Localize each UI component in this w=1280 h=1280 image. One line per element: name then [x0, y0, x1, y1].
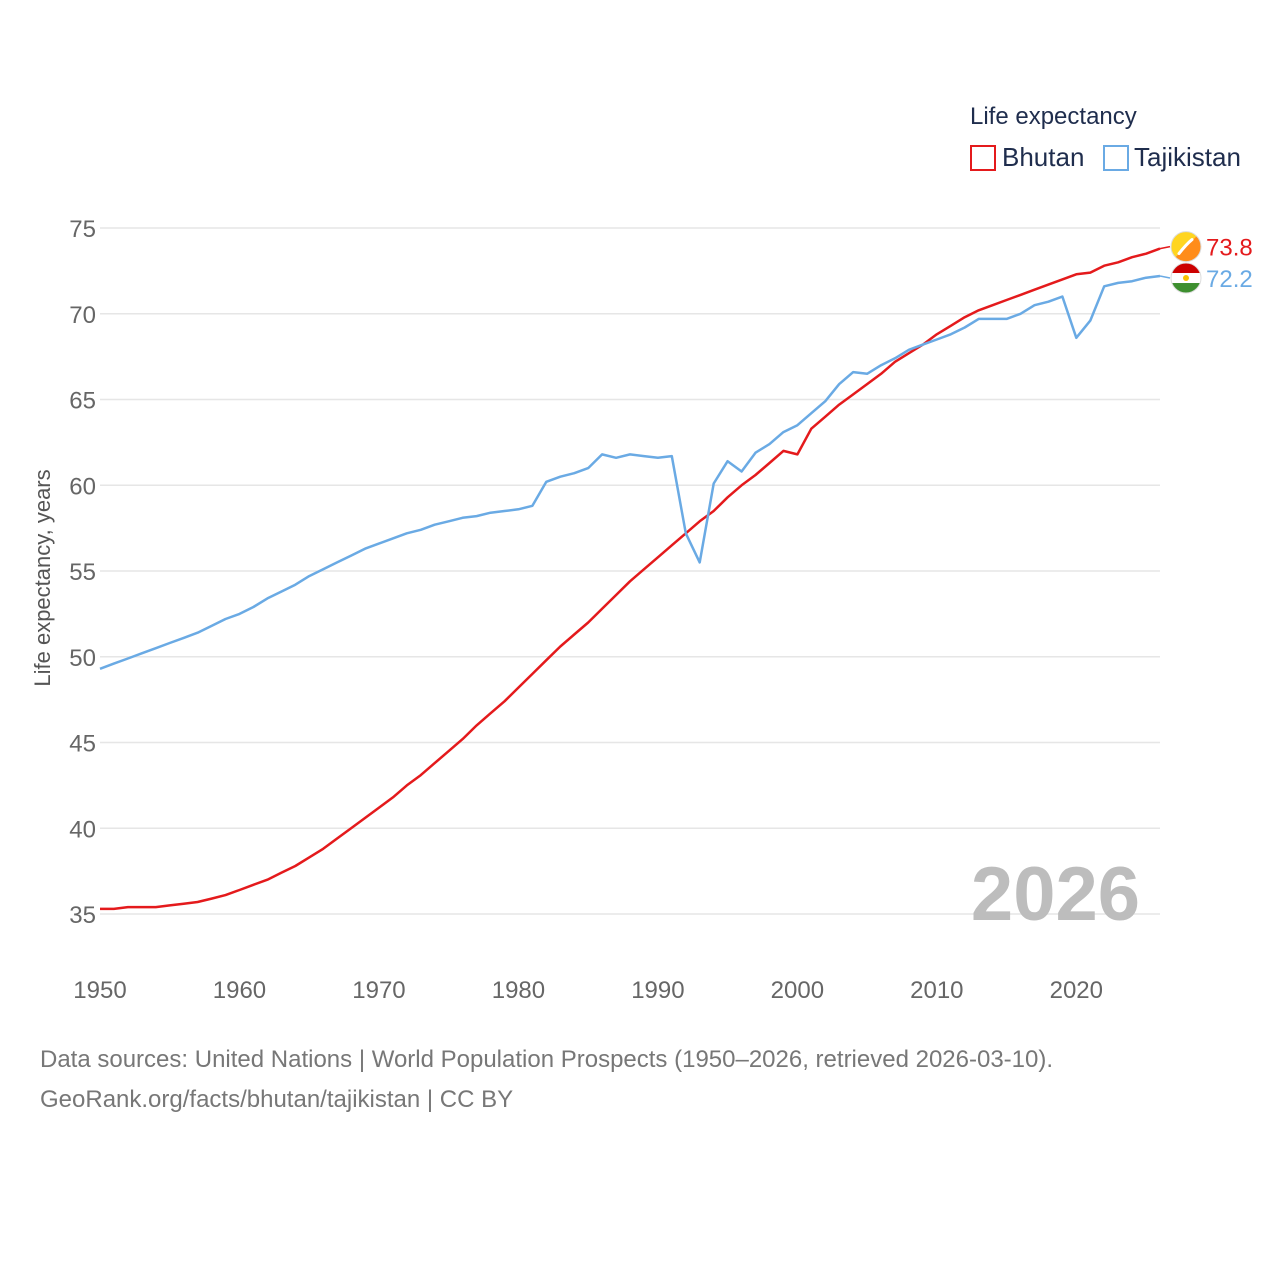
end-connector-bhutan: [1159, 245, 1171, 250]
y-tick-label-50: 50: [69, 645, 96, 672]
source-link[interactable]: GeoRank.org/facts/bhutan/tajikistan | CC…: [40, 1086, 514, 1113]
y-tick-label-40: 40: [69, 816, 96, 843]
y-tick-label-60: 60: [69, 473, 96, 500]
tajikistan-flag-icon: [1170, 262, 1202, 294]
x-tick-label-1990: 1990: [631, 977, 684, 1004]
data-sources-text: Data sources: United Nations | World Pop…: [40, 1046, 1054, 1073]
x-tick-label-2020: 2020: [1050, 977, 1103, 1004]
end-markers: 73.8 72.2: [1159, 231, 1253, 294]
legend: Life expectancy Bhutan Tajikistan: [970, 103, 1241, 172]
y-axis-title: Life expectancy, years: [30, 469, 55, 686]
x-tick-label-1970: 1970: [352, 977, 405, 1004]
x-tick-label-1960: 1960: [213, 977, 266, 1004]
x-tick-label-2010: 2010: [910, 977, 963, 1004]
x-tick-label-1980: 1980: [492, 977, 545, 1004]
footer: Data sources: United Nations | World Pop…: [40, 1040, 1053, 1120]
end-connector-tajikistan: [1159, 275, 1171, 279]
legend-swatch-bhutan: [970, 145, 996, 171]
gridlines: [100, 227, 1160, 915]
legend-title: Life expectancy: [970, 103, 1137, 130]
y-tick-label-45: 45: [69, 731, 96, 758]
series-line-tajikistan: [99, 274, 1161, 670]
legend-swatch-tajikistan: [1103, 145, 1129, 171]
y-tick-label-65: 65: [69, 388, 96, 415]
legend-label-bhutan: Bhutan: [1002, 142, 1084, 172]
bhutan-flag-icon: [1170, 231, 1202, 263]
y-tick-label-35: 35: [69, 902, 96, 929]
legend-item-bhutan[interactable]: Bhutan: [970, 142, 1084, 172]
line-chart: 35 40 45 50 55 60 65 70 75 1950 1960 1970 1980 1990 2…: [30, 103, 1253, 1004]
legend-item-tajikistan[interactable]: Tajikistan: [1103, 142, 1241, 172]
y-tick-label-55: 55: [69, 559, 96, 586]
end-value-label-tajikistan: 72.2: [1206, 266, 1253, 293]
y-axis-ticks: 35 40 45 50 55 60 65 70 75: [69, 216, 96, 929]
x-axis-ticks: 1950 1960 1970 1980 1990 2000 2010 2020: [73, 977, 1103, 1004]
end-value-label-bhutan: 73.8: [1206, 235, 1253, 262]
legend-label-tajikistan: Tajikistan: [1134, 142, 1241, 172]
current-year-watermark: 2026: [971, 852, 1140, 937]
x-tick-label-1950: 1950: [73, 977, 126, 1004]
x-tick-label-2000: 2000: [771, 977, 824, 1004]
series-line-bhutan: [100, 247, 1161, 911]
series-lines: [99, 247, 1161, 911]
y-tick-label-70: 70: [69, 302, 96, 329]
y-tick-label-75: 75: [69, 216, 96, 243]
